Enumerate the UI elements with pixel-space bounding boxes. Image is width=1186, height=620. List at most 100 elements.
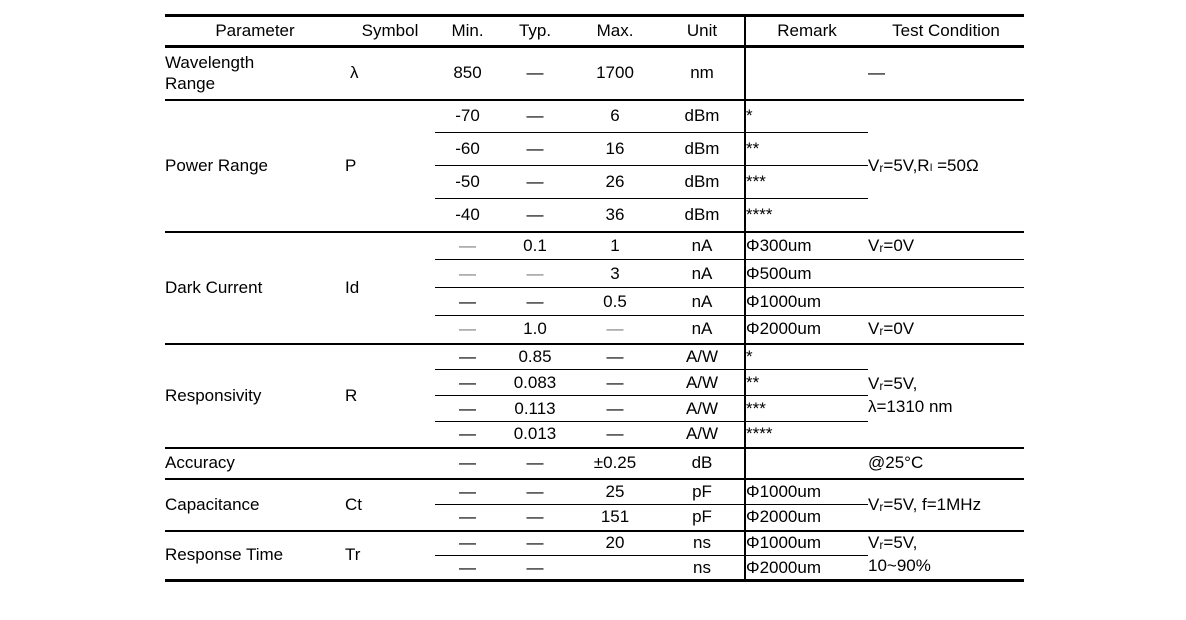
cell-symbol: λ — [345, 45, 435, 100]
row-responsivity-1: Responsivity R — 0.85 — A/W * Vᵣ=5V, λ=1… — [165, 342, 1024, 448]
cell-typ: 0.1 — [500, 230, 570, 260]
cell-remark: Φ2000um — [746, 507, 821, 527]
cell-unit: nA — [660, 287, 746, 316]
cell-remark: Φ500um — [745, 259, 868, 288]
cell-unit: ns — [660, 529, 746, 556]
cell-unit: A/W — [660, 421, 746, 448]
cell-test-condition: Vᵣ=0V — [868, 230, 1024, 260]
cell-min: 850 — [435, 45, 500, 100]
cell-min: -70 — [435, 98, 500, 133]
row-dark-current-2: — — 3 nA Φ500um — [165, 259, 1024, 288]
cell-unit: nA — [660, 315, 746, 344]
cell-symbol: Id — [345, 230, 435, 344]
cell-max: — — [570, 342, 660, 370]
cell-min: -60 — [435, 132, 500, 166]
cell-max — [570, 556, 660, 581]
row-responsivity-2: — 0.083 — A/W ** — [165, 369, 1024, 396]
cell-test-condition: Vᵣ=0V — [868, 319, 915, 339]
cell-unit: dBm — [660, 165, 746, 199]
row-wavelength-range: Wavelength Range λ 850 — 1700 nm — — [165, 45, 1024, 100]
cell-unit: A/W — [660, 369, 746, 396]
cell-min: — — [435, 230, 500, 260]
cell-min: — — [435, 369, 500, 396]
cell-test-condition: Vᵣ=5V,Rₗ =50Ω — [868, 98, 1024, 232]
test-condition-line: λ=1310 nm — [868, 396, 953, 416]
header-remark: Remark — [745, 15, 868, 48]
cell-max: 6 — [570, 98, 660, 133]
cell-min: — — [435, 342, 500, 370]
cell-unit: pF — [660, 504, 746, 531]
cell-remark: *** — [745, 165, 868, 199]
header-min: Min. — [435, 15, 500, 48]
cell-unit: A/W — [660, 342, 746, 370]
row-dark-current-3: — — 0.5 nA Φ1000um — [165, 287, 1024, 316]
row-power-range-1: Power Range P -70 — 6 dBm * Vᵣ=5V,Rₗ =50… — [165, 98, 1024, 232]
row-capacitance-2: — — 151 pF Φ2000um — [165, 504, 1024, 531]
cell-typ: 0.85 — [500, 342, 570, 370]
header-test-condition: Test Condition — [868, 15, 1024, 48]
cell-typ: — — [500, 477, 570, 505]
cell-parameter: Accuracy — [165, 446, 345, 479]
header-symbol: Symbol — [345, 15, 435, 48]
cell-max: 36 — [605, 204, 625, 224]
cell-typ: — — [500, 446, 570, 479]
cell-unit: nA — [660, 230, 746, 260]
parameter-label: Wavelength Range — [165, 53, 255, 94]
cell-typ: — — [526, 557, 544, 577]
row-dark-current-4: — 1.0 — nA Φ2000um Vᵣ=0V — [165, 315, 1024, 344]
cell-typ: — — [500, 45, 570, 100]
cell-typ: — — [526, 204, 544, 224]
cell-symbol — [345, 446, 435, 479]
cell-remark: Φ2000um — [746, 557, 821, 577]
cell-min: — — [459, 507, 476, 527]
row-power-range-4: -40 — 36 dBm **** — [165, 198, 1024, 232]
cell-remark: **** — [746, 424, 773, 444]
cell-test-condition: @25°C — [868, 446, 1024, 479]
cell-unit: pF — [660, 477, 746, 505]
cell-typ: 0.113 — [500, 395, 570, 422]
cell-typ: — — [500, 98, 570, 133]
cell-unit: dBm — [660, 132, 746, 166]
test-condition-line: Vᵣ=5V, — [868, 373, 918, 393]
cell-remark: **** — [746, 204, 773, 224]
cell-typ: — — [500, 165, 570, 199]
cell-symbol: R — [345, 342, 435, 448]
cell-min: -50 — [435, 165, 500, 199]
cell-unit: ns — [660, 555, 746, 581]
cell-parameter: Responsivity — [165, 342, 345, 448]
cell-parameter: Power Range — [165, 98, 345, 232]
cell-remark: Φ300um — [745, 230, 868, 260]
cell-remark: Φ1000um — [745, 287, 868, 316]
cell-typ: — — [500, 529, 570, 556]
cell-unit: A/W — [660, 395, 746, 422]
cell-typ: — — [500, 259, 570, 288]
cell-max: 151 — [600, 507, 630, 527]
cell-typ: — — [526, 507, 544, 527]
cell-max: 1700 — [570, 45, 660, 100]
cell-min: -40 — [455, 204, 480, 224]
test-condition-line: 10~90% — [868, 556, 931, 576]
cell-symbol: Tr — [345, 529, 435, 581]
header-unit: Unit — [660, 15, 746, 48]
cell-unit: dB — [660, 446, 746, 479]
cell-test-condition — [868, 259, 1024, 288]
cell-min: — — [435, 446, 500, 479]
cell-max: — — [606, 424, 624, 444]
cell-max: 25 — [570, 477, 660, 505]
cell-min: — — [435, 477, 500, 505]
cell-symbol: P — [345, 98, 435, 232]
cell-parameter: Response Time — [165, 529, 345, 581]
cell-remark: * — [745, 98, 868, 133]
test-condition-line: Vᵣ=5V, — [868, 533, 918, 553]
row-accuracy: Accuracy — — ±0.25 dB @25°C — [165, 446, 1024, 479]
header-row: Parameter Symbol Min. Typ. Max. Unit Rem… — [165, 15, 1024, 48]
cell-max: 26 — [570, 165, 660, 199]
row-power-range-2: -60 — 16 dBm ** — [165, 132, 1024, 166]
cell-max: 3 — [570, 259, 660, 288]
cell-max: — — [570, 369, 660, 396]
header-max: Max. — [570, 15, 660, 48]
cell-typ: 0.013 — [513, 424, 557, 444]
cell-remark: Φ1000um — [745, 477, 868, 505]
cell-typ: — — [500, 132, 570, 166]
